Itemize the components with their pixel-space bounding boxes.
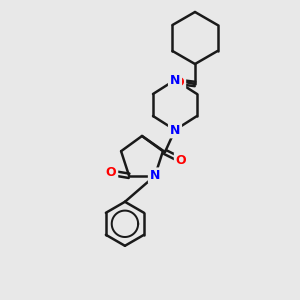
Text: O: O [106,166,116,179]
Text: N: N [150,169,160,182]
Text: O: O [176,154,186,166]
Text: N: N [170,124,180,136]
Text: N: N [170,74,180,86]
Text: O: O [174,76,184,88]
